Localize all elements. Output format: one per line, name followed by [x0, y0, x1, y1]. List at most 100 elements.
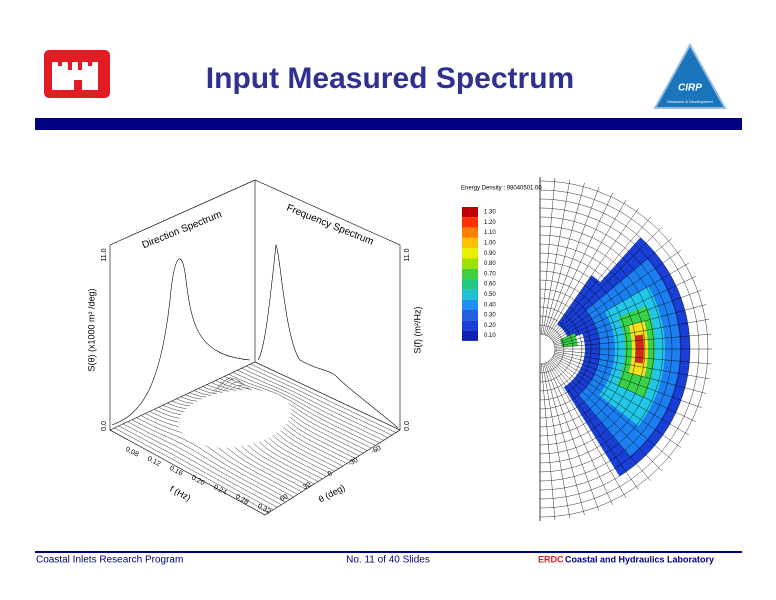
- legend-label: 0.20: [484, 323, 496, 329]
- surface-line: [118, 425, 274, 510]
- axis-label: S(θ) (x1000 m² /deg): [86, 288, 96, 371]
- surface-line: [241, 368, 388, 438]
- surface-line: [123, 423, 278, 508]
- tick-label: 0.28: [234, 494, 249, 507]
- tick-label: -30: [347, 457, 359, 468]
- logo-name: CIRP: [678, 83, 702, 94]
- polar-radial: [542, 363, 571, 519]
- legend-swatch: [462, 330, 478, 341]
- polar-radial: [550, 227, 662, 339]
- tick-label: 0: [327, 470, 334, 478]
- surface-line: [246, 365, 392, 436]
- polar-radial: [551, 358, 672, 460]
- legend-label: 1.00: [484, 240, 496, 246]
- surface-line: [131, 419, 286, 503]
- legend-swatch: [462, 217, 478, 228]
- surface-line: [254, 361, 401, 431]
- surface-line: [140, 415, 294, 498]
- footer-center: No. 11 of 40 Slides: [346, 555, 430, 566]
- polar-radial: [554, 350, 712, 365]
- legend-label: 0.30: [484, 313, 496, 319]
- figure-3d: [109, 179, 401, 516]
- polar-radial: [548, 361, 639, 491]
- tick-label: 11.0: [101, 248, 108, 261]
- footer-left: Coastal Inlets Research Program: [36, 555, 183, 566]
- legend-swatch: [462, 258, 478, 269]
- polar-radial: [552, 357, 682, 448]
- polar-radial: [554, 304, 707, 346]
- slide-title: Input Measured Spectrum: [206, 62, 574, 95]
- polar-radial: [541, 363, 556, 521]
- tick-label: 0.12: [146, 456, 161, 469]
- polar-radial: [551, 238, 672, 340]
- polar-radial: [543, 182, 585, 335]
- polar-radial: [554, 289, 702, 345]
- legend-label: 0.70: [484, 271, 496, 277]
- tick-label: 0.0: [101, 421, 108, 431]
- tick-label: 0.16: [168, 465, 183, 478]
- surface-line: [232, 372, 380, 444]
- legend-label: 1.10: [484, 230, 496, 236]
- axis-label: S(f) (m²/Hz): [412, 307, 422, 354]
- legend-swatch: [462, 227, 478, 238]
- polar-radial: [552, 356, 690, 436]
- footer-lab: Coastal and Hydraulics Laboratory: [565, 554, 714, 564]
- logo-right: [653, 42, 727, 109]
- tick-label: 30: [302, 481, 312, 491]
- tick-label: 0.08: [124, 446, 139, 459]
- legend-swatch: [462, 310, 478, 321]
- frequency-curve: [257, 244, 399, 429]
- legend-swatch: [462, 279, 478, 290]
- surface-line: [224, 376, 372, 449]
- polar-radial: [554, 352, 707, 394]
- polar-radial: [552, 250, 682, 341]
- legend-label: 0.50: [484, 292, 496, 298]
- legend-label: 0.60: [484, 282, 496, 288]
- legend-label: 1.30: [484, 210, 496, 216]
- polar-radial: [554, 351, 710, 380]
- legend-swatch: [462, 289, 478, 300]
- polar-radial: [554, 318, 710, 347]
- polar-arc: [539, 333, 556, 365]
- tick-label: 0.32: [256, 503, 271, 516]
- legend-label: 1.20: [484, 220, 496, 226]
- surface-line: [127, 421, 282, 505]
- polar-radial: [552, 262, 690, 342]
- surface-line: [219, 378, 368, 451]
- legend-swatch: [462, 248, 478, 259]
- surface-line: [114, 427, 270, 513]
- axis-label: θ (deg): [317, 482, 347, 504]
- energy-region: [559, 332, 578, 348]
- polar-radial: [546, 362, 613, 505]
- tick-label: 11.0: [404, 248, 411, 261]
- direction-curve: [111, 258, 251, 426]
- surface-line: [136, 417, 290, 500]
- polar-radial: [548, 207, 639, 337]
- legend-label: 0.80: [484, 261, 496, 267]
- legend-swatch: [462, 207, 478, 218]
- surface-line: [250, 363, 396, 433]
- tick-label: 0.0: [404, 421, 411, 431]
- polar-radial: [553, 355, 696, 422]
- wall-title: Frequency Spectrum: [285, 203, 375, 248]
- legend-swatch: [462, 299, 478, 310]
- legend-title: Energy Density : 98040501.00: [461, 186, 542, 192]
- polar-radial: [547, 199, 627, 337]
- legend-label: 0.40: [484, 302, 496, 308]
- tick-label: 0.24: [212, 484, 227, 497]
- surface-line: [228, 374, 376, 446]
- legend-label: 0.10: [484, 333, 496, 339]
- surface-line: [109, 429, 266, 516]
- polar-radial: [542, 179, 571, 335]
- surface-line: [145, 413, 298, 495]
- legend-swatch: [462, 237, 478, 249]
- legend-swatch: [462, 320, 478, 331]
- tick-label: -60: [370, 445, 382, 456]
- footer-rule: [35, 551, 742, 553]
- polar-radial: [549, 360, 651, 481]
- surface-line: [237, 370, 384, 441]
- tick-label: 60: [279, 493, 289, 503]
- axis-label: f (Hz): [168, 484, 192, 503]
- polar-radial: [553, 276, 696, 343]
